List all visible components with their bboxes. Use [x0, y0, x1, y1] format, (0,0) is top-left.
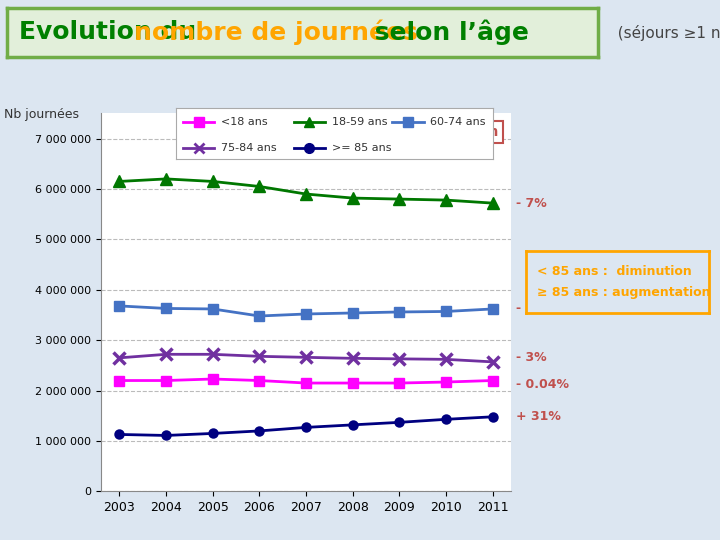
Text: >= 85 ans: >= 85 ans: [332, 143, 391, 153]
Text: - 0.04%: - 0.04%: [516, 378, 569, 391]
Text: Nb journées: Nb journées: [4, 108, 78, 121]
Text: nombre de journées: nombre de journées: [134, 19, 418, 45]
Text: < 85 ans :  diminution
≥ 85 ans : augmentation: < 85 ans : diminution ≥ 85 ans : augment…: [536, 265, 710, 299]
Text: 75-84 ans: 75-84 ans: [221, 143, 276, 153]
Text: selon l’âge: selon l’âge: [366, 19, 528, 45]
Text: Evolution: Evolution: [426, 125, 499, 139]
Text: (séjours ≥1 nuit): (séjours ≥1 nuit): [608, 25, 720, 42]
Text: + 31%: + 31%: [516, 410, 561, 423]
Text: 60-74 ans: 60-74 ans: [430, 117, 485, 127]
Text: - 3%: - 3%: [516, 352, 546, 365]
Text: <18 ans: <18 ans: [221, 117, 267, 127]
Text: Evolution du: Evolution du: [19, 21, 205, 44]
Text: - 1.5%: - 1.5%: [516, 302, 560, 315]
Text: - 7%: - 7%: [516, 197, 546, 210]
Text: 18-59 ans: 18-59 ans: [332, 117, 387, 127]
